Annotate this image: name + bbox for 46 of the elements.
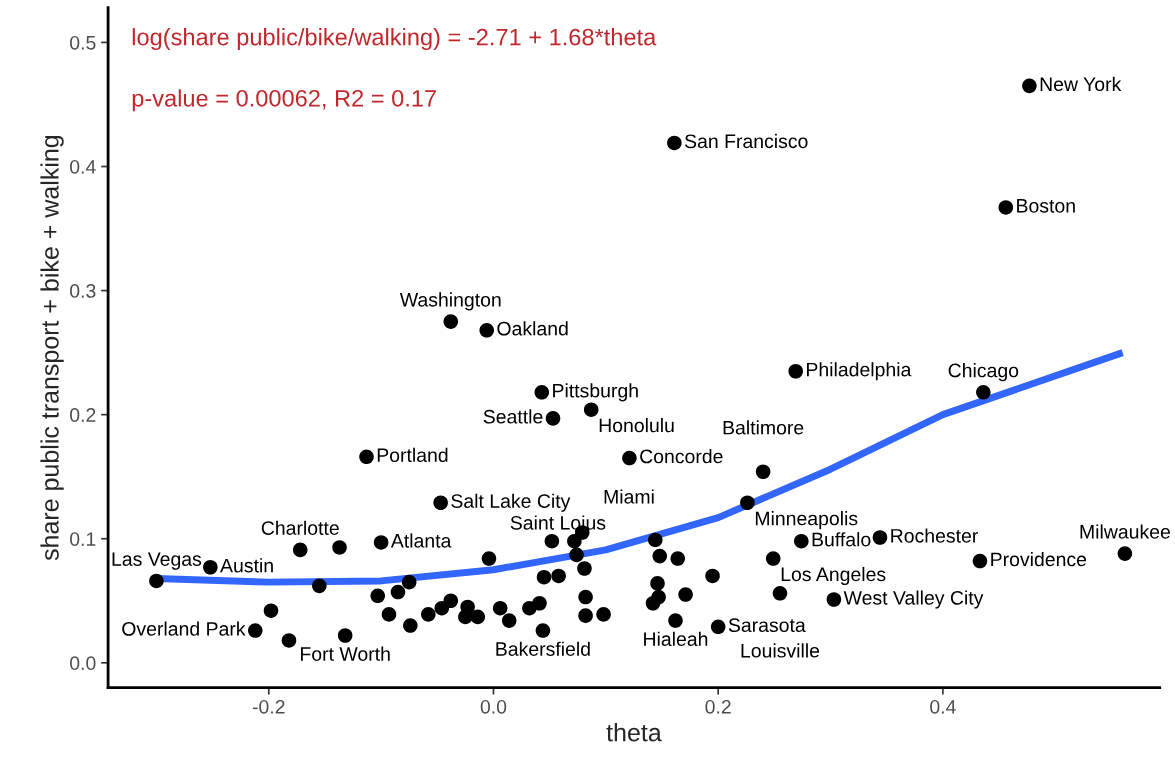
- y-axis-title: share public transport + bike + walking: [40, 135, 64, 561]
- x-axis-title: theta: [606, 723, 662, 742]
- annotation: Overland Park: [122, 621, 246, 636]
- annotation: Providence: [991, 551, 1087, 567]
- annotation: Honolulu: [599, 418, 674, 433]
- y-tick-label: 0.0: [70, 656, 96, 671]
- annotation: Atlanta: [390, 533, 452, 548]
- annotation: Chicago: [948, 363, 1019, 382]
- annotation: Rochester: [891, 528, 978, 543]
- annotation: p-value = 0.00062, R2 = 0.17: [132, 89, 436, 112]
- annotation: Salt Lake City: [451, 493, 571, 512]
- annotation: log(share public/bike/walking) = -2.71 + 1.68*theta: [132, 28, 657, 51]
- annotation: Fort Worth: [301, 646, 390, 661]
- annotation: Las Vegas: [112, 552, 202, 570]
- annotation: Boston: [1017, 199, 1075, 213]
- annotation: Bakersfield: [496, 641, 590, 656]
- annotation: Washington: [399, 292, 501, 311]
- annotation: Los Angeles: [781, 566, 886, 586]
- annotation: Austin: [220, 558, 273, 573]
- y-tick-label: 0.1: [70, 532, 96, 546]
- annotation: Seattle: [483, 409, 543, 424]
- annotation: Pittsburgh: [553, 383, 638, 402]
- annotation: Portland: [377, 447, 448, 463]
- annotation: West Valley City: [843, 590, 984, 609]
- annotation: Milwaukee: [1080, 524, 1170, 539]
- x-tick-label: 0.0: [480, 699, 507, 714]
- annotation: New York: [1040, 76, 1122, 92]
- annotation: Oakland: [497, 321, 568, 336]
- annotation: Minneapolis: [755, 511, 858, 530]
- annotation: Louisville: [741, 643, 820, 658]
- annotation: Buffalo: [812, 532, 871, 547]
- y-tick-label: 0.4: [70, 159, 96, 174]
- x-tick-label: 0.4: [930, 699, 956, 714]
- annotation: Charlotte: [261, 520, 339, 535]
- y-tick-label: 0.3: [70, 284, 96, 298]
- annotation: Miami: [604, 489, 654, 504]
- annotation: San Francisco: [684, 133, 808, 149]
- annotation: Sarasota: [728, 618, 806, 633]
- y-tick-label: 0.5: [70, 35, 96, 50]
- annotation: Concorde: [640, 449, 723, 464]
- y-tick-label: 0.2: [70, 408, 96, 422]
- annotation: Hialeah: [644, 631, 708, 647]
- x-tick-label: 0.2: [705, 699, 731, 714]
- x-tick-label: -0.2: [252, 699, 285, 714]
- annotation: Baltimore: [723, 420, 804, 435]
- annotation: Philadelphia: [807, 362, 912, 381]
